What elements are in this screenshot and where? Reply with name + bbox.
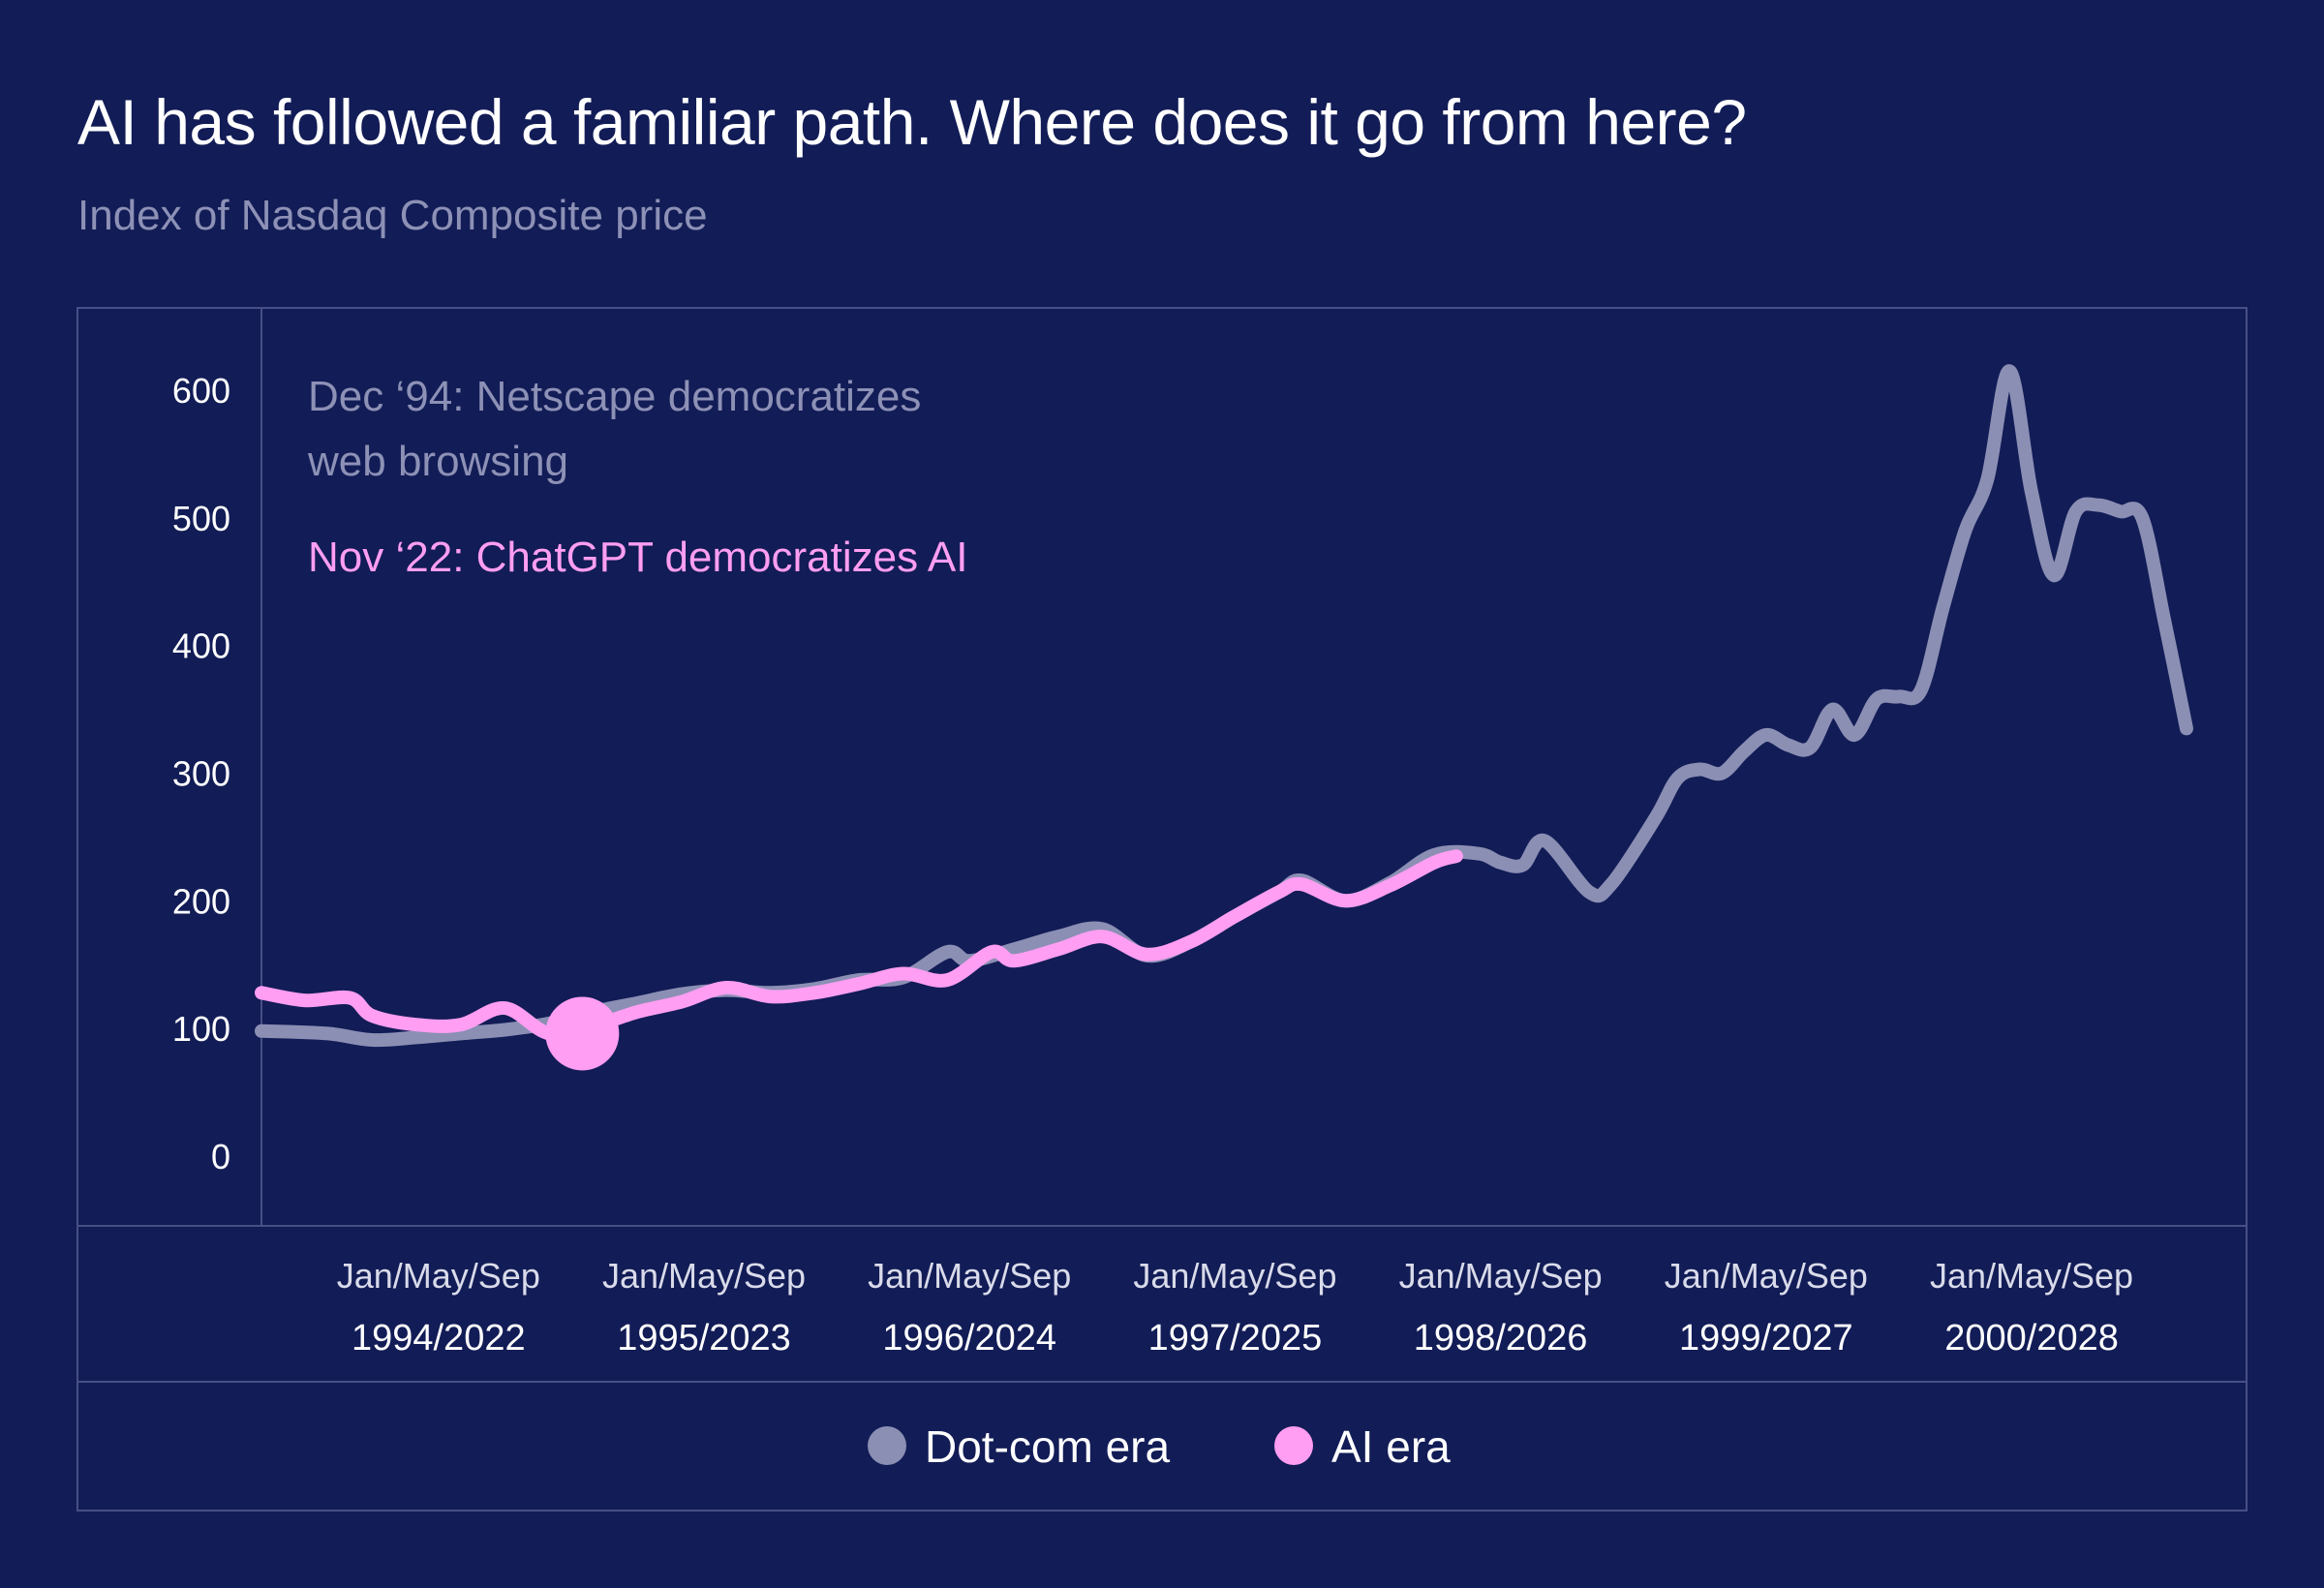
x-tick-label-years: 1998/2026 — [1414, 1318, 1588, 1359]
x-tick-label-months: Jan/May/Sep — [1399, 1256, 1603, 1296]
legend-label-ai: AI era — [1331, 1421, 1451, 1472]
y-tick-label: 200 — [172, 881, 230, 921]
x-tick-label-months: Jan/May/Sep — [337, 1256, 540, 1296]
x-tick-label-months: Jan/May/Sep — [602, 1256, 806, 1296]
y-tick-label: 600 — [172, 371, 230, 411]
annotations: Dec ‘94: Netscape democratizes web brows… — [307, 373, 967, 581]
y-tick-label: 500 — [172, 499, 230, 538]
highlight-point-chatgpt-launch — [545, 996, 620, 1071]
y-tick-label: 100 — [172, 1009, 230, 1049]
y-tick-labels: 600 500 400 300 200 100 0 — [172, 371, 230, 1176]
chart-frame — [76, 307, 2248, 1512]
y-tick-label: 300 — [172, 754, 230, 794]
y-tick-label: 0 — [211, 1137, 230, 1176]
y-tick-label: 400 — [172, 626, 230, 666]
series-layer — [255, 364, 2193, 1071]
annotation-dotcom-line1: Dec ‘94: Netscape democratizes — [308, 373, 921, 420]
x-tick-label-months: Jan/May/Sep — [1665, 1256, 1868, 1296]
x-tick-label-years: 1999/2027 — [1679, 1318, 1853, 1359]
annotation-ai: Nov ‘22: ChatGPT democratizes AI — [308, 534, 967, 581]
x-tick-label-months: Jan/May/Sep — [1133, 1256, 1336, 1296]
outer-border — [76, 307, 2248, 1512]
x-tick-label-years: 1997/2025 — [1148, 1318, 1323, 1359]
x-tick-label-years: 1994/2022 — [352, 1318, 526, 1359]
chart-title: AI has followed a familiar path. Where d… — [77, 86, 1747, 158]
x-tick-label-years: 1995/2023 — [617, 1318, 791, 1359]
legend-label-dotcom: Dot-com era — [925, 1421, 1170, 1472]
legend-marker-ai — [1274, 1426, 1313, 1465]
chart-subtitle: Index of Nasdaq Composite price — [77, 192, 708, 239]
x-tick-label-years: 1996/2024 — [882, 1318, 1056, 1359]
x-tick-labels: Jan/May/Sep 1994/2022 Jan/May/Sep 1995/2023… — [337, 1256, 2133, 1359]
x-tick-label-months: Jan/May/Sep — [1930, 1256, 2133, 1296]
legend: Dot-com era AI era — [868, 1421, 1451, 1472]
x-tick-label-years: 2000/2028 — [1944, 1318, 2119, 1359]
annotation-dotcom-line2: web browsing — [307, 438, 568, 485]
legend-marker-dotcom — [868, 1426, 906, 1465]
x-tick-label-months: Jan/May/Sep — [868, 1256, 1071, 1296]
series-line-ai-era — [255, 849, 1463, 1042]
